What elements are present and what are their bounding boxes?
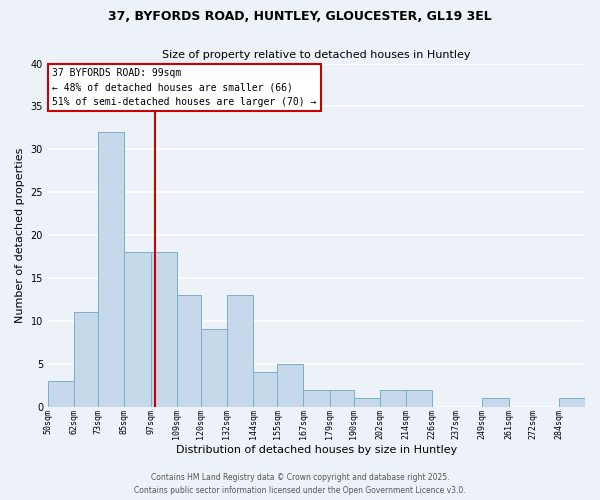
Bar [406, 390, 432, 406]
Bar [482, 398, 509, 406]
Title: Size of property relative to detached houses in Huntley: Size of property relative to detached ho… [162, 50, 471, 60]
Bar [151, 252, 177, 406]
Bar [201, 330, 227, 406]
Bar [304, 390, 329, 406]
Bar [559, 398, 585, 406]
Bar [329, 390, 353, 406]
X-axis label: Distribution of detached houses by size in Huntley: Distribution of detached houses by size … [176, 445, 457, 455]
Bar [98, 132, 124, 406]
Text: 37 BYFORDS ROAD: 99sqm
← 48% of detached houses are smaller (66)
51% of semi-det: 37 BYFORDS ROAD: 99sqm ← 48% of detached… [52, 68, 317, 108]
Bar [253, 372, 277, 406]
Y-axis label: Number of detached properties: Number of detached properties [15, 148, 25, 323]
Bar [48, 381, 74, 406]
Bar [353, 398, 380, 406]
Bar [380, 390, 406, 406]
Bar [124, 252, 151, 406]
Bar [177, 295, 201, 406]
Bar [277, 364, 304, 406]
Text: Contains HM Land Registry data © Crown copyright and database right 2025.
Contai: Contains HM Land Registry data © Crown c… [134, 474, 466, 495]
Text: 37, BYFORDS ROAD, HUNTLEY, GLOUCESTER, GL19 3EL: 37, BYFORDS ROAD, HUNTLEY, GLOUCESTER, G… [108, 10, 492, 23]
Bar [227, 295, 253, 406]
Bar [74, 312, 98, 406]
